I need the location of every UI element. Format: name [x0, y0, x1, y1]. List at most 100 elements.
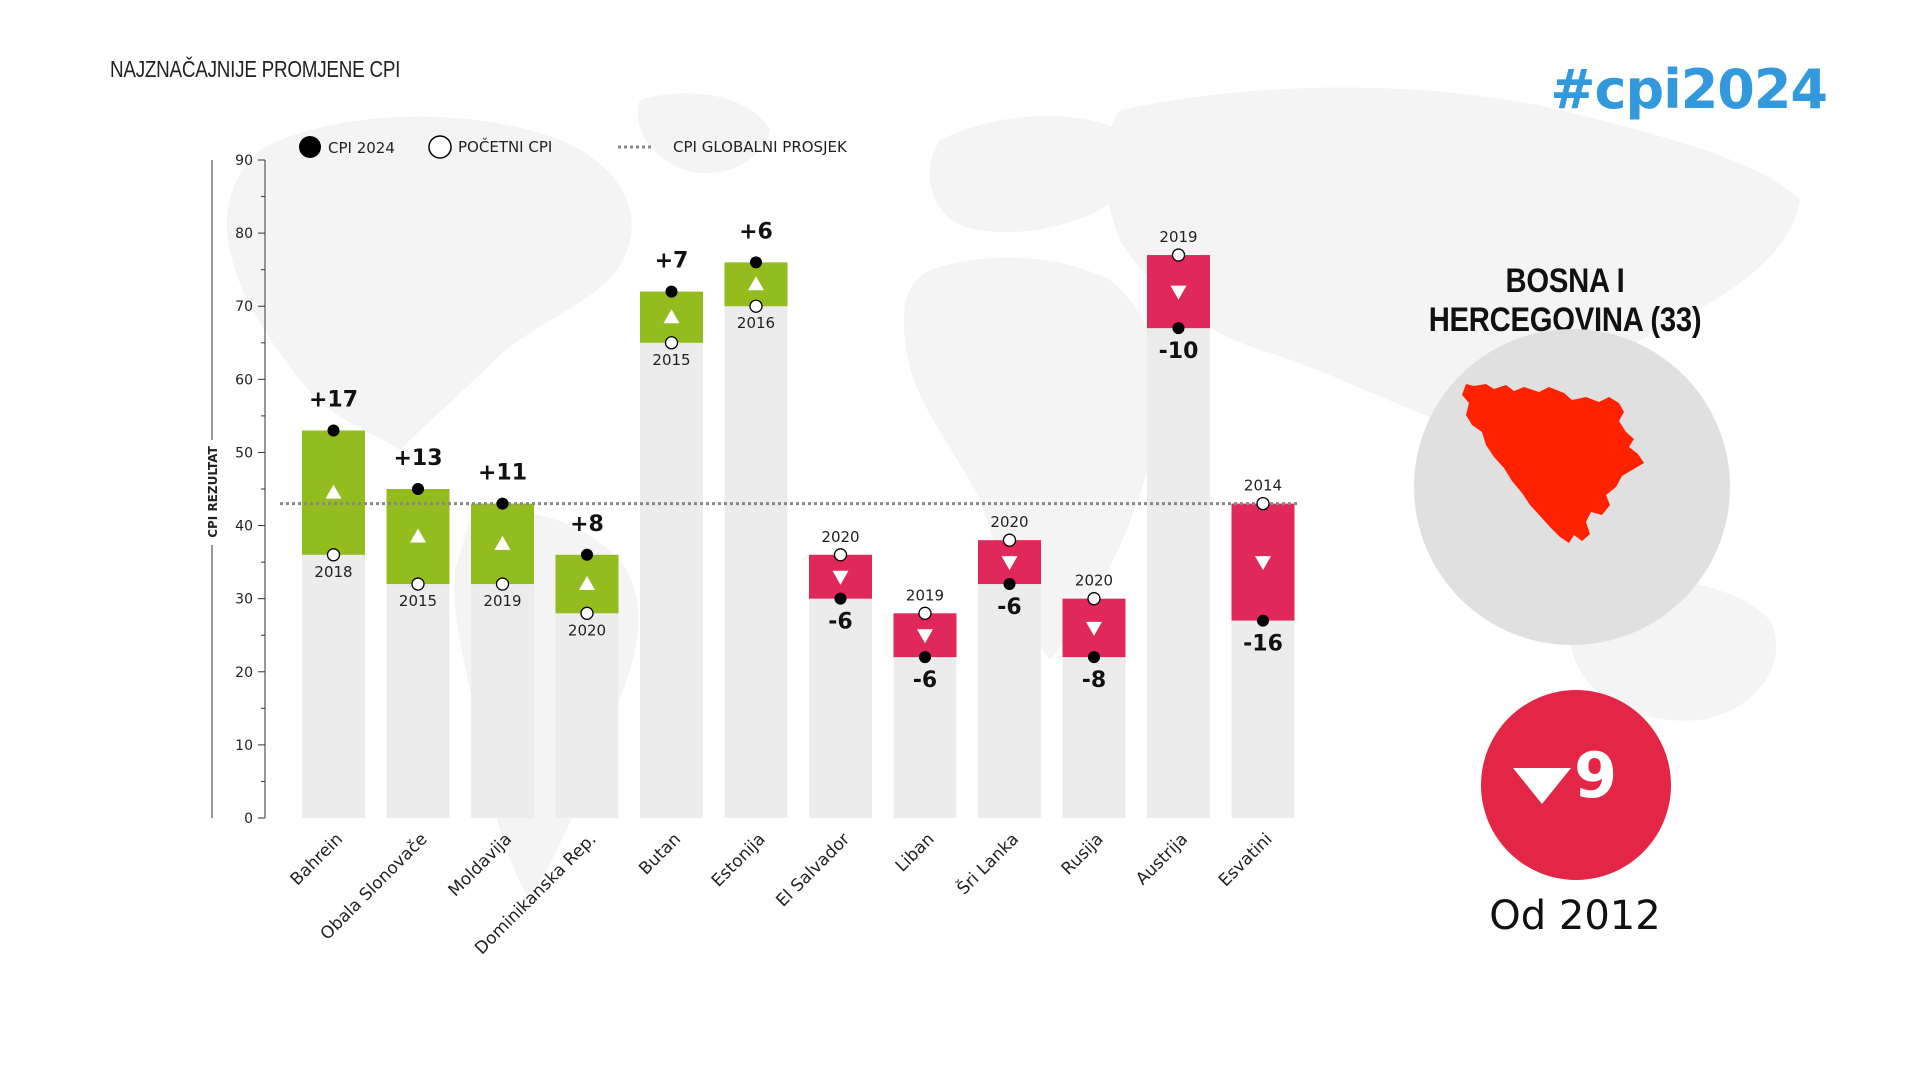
start-year-label: 2014	[1244, 477, 1282, 495]
since-label: Od 2012	[1489, 893, 1661, 939]
initial-cpi-marker	[664, 336, 679, 350]
start-year-label: 2020	[568, 621, 606, 639]
change-label: -6	[913, 668, 937, 693]
current-cpi-marker	[1172, 322, 1185, 335]
category-label: Liban	[892, 829, 939, 876]
current-cpi-marker	[1003, 578, 1016, 591]
start-year-label: 2020	[990, 513, 1028, 531]
category-label: Moldavija	[445, 829, 516, 900]
category-label: Bahrein	[287, 829, 347, 889]
change-label: +6	[739, 219, 773, 244]
y-tick-label: 30	[235, 592, 253, 608]
triangle-up-icon	[579, 576, 595, 591]
initial-cpi-marker	[326, 548, 341, 562]
start-year-label: 2018	[314, 563, 352, 581]
triangle-up-icon	[663, 309, 680, 324]
change-label: +8	[570, 512, 604, 537]
current-cpi-marker	[496, 497, 509, 510]
current-cpi-marker	[412, 483, 424, 495]
start-year-label: 2019	[483, 592, 521, 610]
y-tick-label: 60	[235, 372, 253, 388]
current-cpi-marker	[1088, 651, 1100, 664]
initial-cpi-marker	[495, 577, 510, 591]
change-label: -10	[1159, 339, 1199, 364]
start-year-label: 2020	[821, 528, 859, 546]
initial-cpi-marker	[918, 606, 932, 620]
triangle-down-icon	[1086, 621, 1102, 636]
change-badge: 9	[1481, 690, 1671, 880]
cpi-change-chart: CPI 2024 POČETNI CPI CPI GLOBALNI PROSJE…	[206, 135, 1300, 959]
category-label: El Salvador	[772, 829, 854, 911]
chart-title: NAJZNAČAJNIJE PROMJENE CPI	[110, 56, 401, 82]
change-label: -6	[828, 610, 852, 635]
initial-cpi-marker	[411, 577, 425, 591]
legend-current-marker	[299, 136, 321, 158]
initial-cpi-marker	[1256, 496, 1270, 511]
triangle-down-icon	[1170, 285, 1187, 300]
bosnia-herzegovina-map-icon	[1462, 384, 1644, 543]
initial-cpi-marker	[580, 606, 594, 620]
current-cpi-marker	[750, 256, 762, 269]
initial-cpi-marker	[749, 299, 763, 313]
y-tick-label: 20	[235, 665, 253, 681]
start-year-label: 2019	[906, 586, 944, 604]
category-label: Esvatini	[1215, 829, 1276, 890]
bar-background	[724, 262, 788, 818]
y-tick-label: 90	[235, 153, 253, 169]
initial-cpi-marker	[1171, 248, 1186, 262]
start-year-label: 2016	[737, 314, 775, 332]
change-label: -8	[1082, 668, 1106, 693]
change-label: +13	[393, 446, 442, 471]
y-tick-label: 10	[235, 738, 253, 754]
legend-average-label: CPI GLOBALNI PROSJEK	[673, 138, 848, 156]
category-label: Rusija	[1058, 829, 1108, 879]
y-axis: CPI REZULTAT 0 10 20 30 40 50 60 70 80 90	[206, 153, 266, 827]
initial-cpi-marker	[1087, 592, 1101, 606]
category-label: Butan	[635, 829, 685, 879]
start-year-label: 2015	[399, 592, 437, 610]
start-year-label: 2020	[1075, 572, 1113, 590]
current-cpi-marker	[665, 285, 678, 298]
map-circle	[1414, 329, 1730, 645]
triangle-up-icon	[748, 276, 764, 291]
category-label: Šri Lanka	[952, 828, 1023, 899]
category-label: Estonija	[708, 829, 770, 891]
start-year-label: 2019	[1159, 228, 1197, 246]
y-tick-label: 80	[235, 226, 253, 242]
change-label: +17	[309, 388, 358, 413]
triangle-down-icon	[1513, 768, 1571, 804]
bar-background	[640, 291, 703, 819]
category-label: Austrija	[1132, 829, 1192, 889]
bar-background	[1147, 255, 1210, 819]
legend: CPI 2024 POČETNI CPI CPI GLOBALNI PROSJE…	[299, 135, 848, 159]
current-cpi-marker	[581, 548, 593, 561]
current-cpi-marker	[834, 592, 847, 605]
change-label: -6	[997, 595, 1021, 620]
current-cpi-marker	[1257, 614, 1269, 627]
legend-current-label: CPI 2024	[328, 139, 395, 157]
hashtag-label: #cpi2024	[1550, 58, 1828, 121]
change-label: +7	[655, 249, 689, 274]
y-tick-label: 40	[235, 519, 253, 535]
legend-initial-label: POČETNI CPI	[458, 137, 552, 156]
change-label: -16	[1243, 632, 1283, 657]
y-tick-label: 50	[235, 445, 253, 461]
initial-cpi-marker	[1002, 533, 1017, 547]
triangle-down-icon	[1255, 556, 1271, 571]
current-cpi-marker	[327, 424, 340, 437]
y-tick-label: 70	[235, 299, 253, 315]
change-value: 9	[1574, 739, 1618, 812]
triangle-up-icon	[410, 528, 426, 543]
y-axis-label: CPI REZULTAT	[206, 445, 220, 537]
triangle-down-icon	[1001, 556, 1018, 571]
current-cpi-marker	[919, 651, 931, 664]
y-tick-label: 0	[244, 811, 253, 827]
legend-initial-marker	[428, 135, 452, 159]
start-year-label: 2015	[652, 351, 690, 369]
triangle-down-icon	[917, 629, 933, 644]
change-label: +11	[478, 461, 527, 486]
triangle-up-icon	[494, 535, 511, 550]
initial-cpi-marker	[833, 548, 848, 562]
triangle-up-icon	[325, 484, 342, 499]
triangle-down-icon	[832, 570, 849, 585]
